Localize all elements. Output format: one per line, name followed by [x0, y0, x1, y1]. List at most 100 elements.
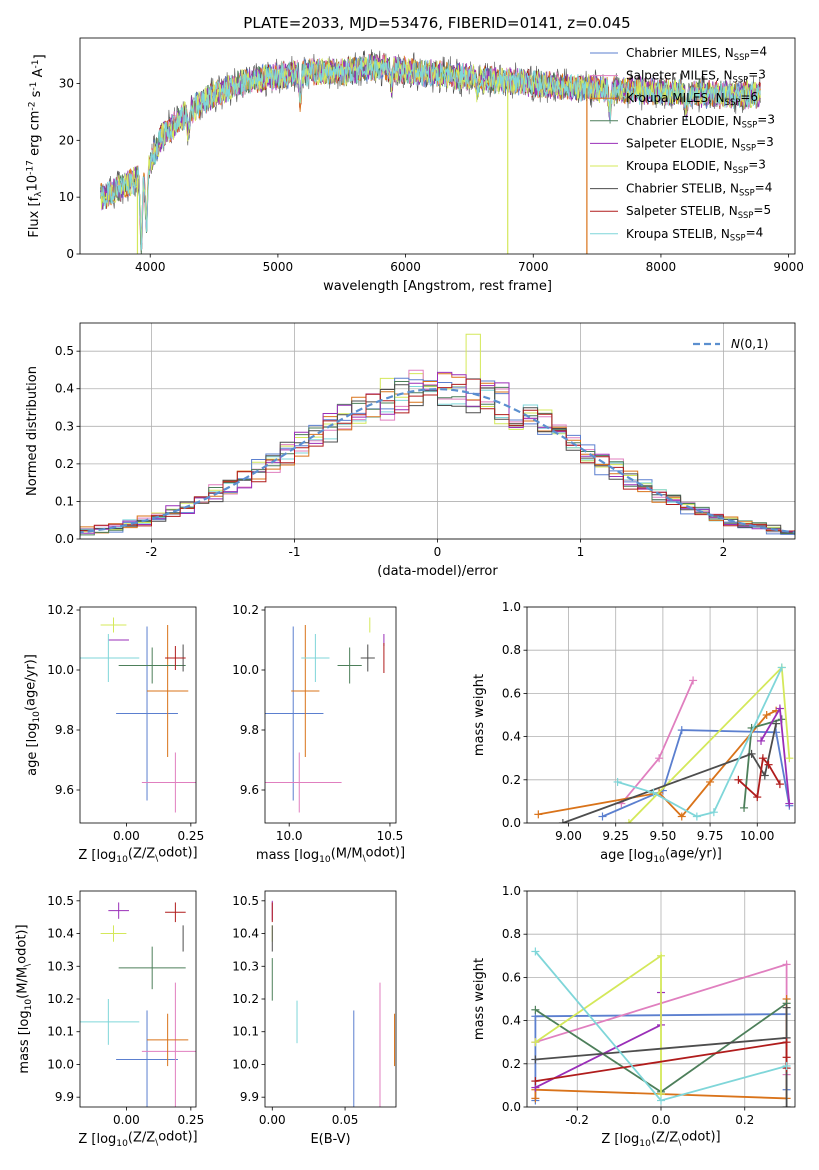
label-fragment: SSP [725, 97, 741, 107]
weight-line-7 [737, 756, 781, 799]
label-fragment: 7000 [518, 260, 549, 274]
axes-frame [79, 890, 197, 1108]
label-fragment: SSP [733, 165, 749, 175]
label-fragment: )] [14, 924, 29, 934]
y-tick-label: 0.6 [502, 970, 521, 984]
y-tick-label: 10.1 [232, 1025, 259, 1039]
x-tick-label: 0.00 [113, 829, 140, 843]
label-fragment: 10.2 [47, 603, 74, 617]
label-fragment: 0 [434, 545, 442, 559]
x-tick-label: -1 [289, 545, 301, 559]
label-fragment: M/M [16, 967, 31, 994]
label-fragment: 10.0 [232, 1057, 259, 1071]
x-tick-label: 10.0 [276, 829, 303, 843]
label-fragment: 6000 [390, 260, 421, 274]
label-fragment: \ [155, 1138, 159, 1148]
x-tick-label: 0.00 [259, 1113, 286, 1127]
label-fragment: λ [34, 191, 44, 197]
x-tick-label: 0.25 [177, 829, 204, 843]
label-fragment: Chabrier MILES, N [626, 46, 734, 60]
x-tick-label: 1 [577, 545, 585, 559]
x-axis-label: Z [log10(Z/Z\odot)] [78, 845, 197, 865]
label-fragment: Kroupa ELODIE, N [626, 159, 733, 173]
label-fragment: 0.8 [502, 643, 521, 657]
label-fragment: 9.50 [650, 829, 677, 843]
charts-layer: 4000 5000 6000 7000 8000 90000102030wavelengt… [14, 37, 804, 1149]
label-fragment: 10.0 [276, 829, 303, 843]
y-axis-label: age [log10(age/yr)] [24, 654, 43, 776]
label-fragment: 0.6 [502, 970, 521, 984]
label-fragment: ] [33, 54, 48, 59]
legend-entry: Kroupa ELODIE, NSSP=3 [626, 158, 766, 175]
label-fragment: SSP [740, 142, 756, 152]
x-tick-label: 9000 [773, 260, 804, 274]
x-tick-label: 9.50 [650, 829, 677, 843]
label-fragment: )] [395, 845, 405, 860]
axes-age_vs_Z: 0.00 0.259.69.810.010.2Z [log10(Z/Z\odot)… [24, 603, 205, 865]
label-fragment: \ [363, 854, 367, 864]
x-axis-label: wavelength [Angstrom, rest frame] [323, 279, 552, 294]
label-fragment: 10 [639, 1139, 651, 1149]
weight_vs_age-series [534, 663, 794, 823]
label-fragment: SSP [733, 75, 749, 85]
label-fragment: 0.00 [113, 829, 140, 843]
y-tick-label: 10.0 [232, 663, 259, 677]
y-tick-label: 10.2 [232, 992, 259, 1006]
y-tick-label: 9.6 [240, 783, 259, 797]
legend-entry: Kroupa STELIB, NSSP=4 [626, 226, 763, 243]
label-fragment: 0.2 [55, 457, 74, 471]
label-fragment: 10.3 [47, 959, 74, 973]
y-axis-label: mass [log10(M/M\odot)] [14, 924, 34, 1073]
x-axis-label: Z [log10(Z/Z\odot)] [601, 1129, 720, 1149]
legend-entry: Chabrier STELIB, NSSP=4 [626, 180, 772, 197]
x-tick-label: 6000 [390, 260, 421, 274]
label-fragment: odot [14, 935, 29, 964]
label-fragment: 9000 [773, 260, 804, 274]
label-fragment: 0.1 [55, 494, 74, 508]
x-tick-label: -0.2 [566, 1113, 589, 1127]
label-fragment: age/yr [24, 664, 39, 706]
axes-frame [526, 606, 796, 824]
label-fragment: =3 [748, 67, 766, 81]
y-tick-label: 10.5 [47, 894, 74, 908]
label-fragment: -2 [146, 545, 158, 559]
label-fragment: 10.4 [47, 927, 74, 941]
label-fragment: -1 [289, 545, 301, 559]
label-fragment: =3 [756, 135, 774, 149]
y-tick-label: 0.0 [502, 1100, 521, 1114]
label-fragment: Normed distribution [25, 366, 40, 496]
label-fragment: Chabrier STELIB, N [626, 182, 739, 196]
y-tick-label: 0.8 [502, 643, 521, 657]
y-tick-label: 0.3 [55, 419, 74, 433]
spectrum-series-8 [100, 55, 761, 251]
mass_vs_Z-points [80, 902, 196, 1107]
label-fragment: =3 [748, 158, 766, 172]
y-tick-label: 10.2 [232, 603, 259, 617]
y-axis-label: mass weight [472, 958, 487, 1040]
y-tick-label: 10.4 [47, 927, 74, 941]
label-fragment: Z/Z [133, 847, 155, 862]
label-fragment: 0.0 [55, 532, 74, 546]
axes-mass_vs_Z: 0.00 0.25 9.9 10.0 10.1 10.2 10.3 10.4 10.5 Z [lo… [14, 890, 204, 1149]
y-tick-label: 0.8 [502, 927, 521, 941]
axes-spectrum: 4000 5000 6000 7000 8000 9000 0 10 20 30 wavelengt… [26, 37, 804, 294]
label-fragment: Z [log [78, 1132, 116, 1147]
label-fragment: 10.2 [47, 992, 74, 1006]
label-fragment: Z [log [78, 848, 116, 863]
label-fragment: (data-model)/error [377, 564, 498, 579]
x-tick-label: 10.5 [377, 829, 404, 843]
label-fragment: 0.0 [502, 816, 521, 830]
label-fragment: 8000 [646, 260, 677, 274]
label-fragment: Z [log [601, 1132, 639, 1147]
x-tick-label: -2 [146, 545, 158, 559]
y-tick-label: 10.0 [47, 663, 74, 677]
label-fragment: )] [710, 1129, 720, 1144]
label-fragment: )] [24, 654, 39, 664]
label-fragment: A [31, 68, 46, 81]
label-fragment: 10.1 [47, 1025, 74, 1039]
label-fragment: ( [128, 847, 133, 862]
axes-weight_vs_age: 9.00 9.25 9.50 9.75 10.00 0.0 0.2 0.4 0.6 0.8 1.0 a… [472, 600, 796, 865]
label-fragment: 10.0 [232, 663, 259, 677]
label-fragment: 10.0 [47, 1057, 74, 1071]
label-fragment: erg cm [27, 111, 42, 160]
